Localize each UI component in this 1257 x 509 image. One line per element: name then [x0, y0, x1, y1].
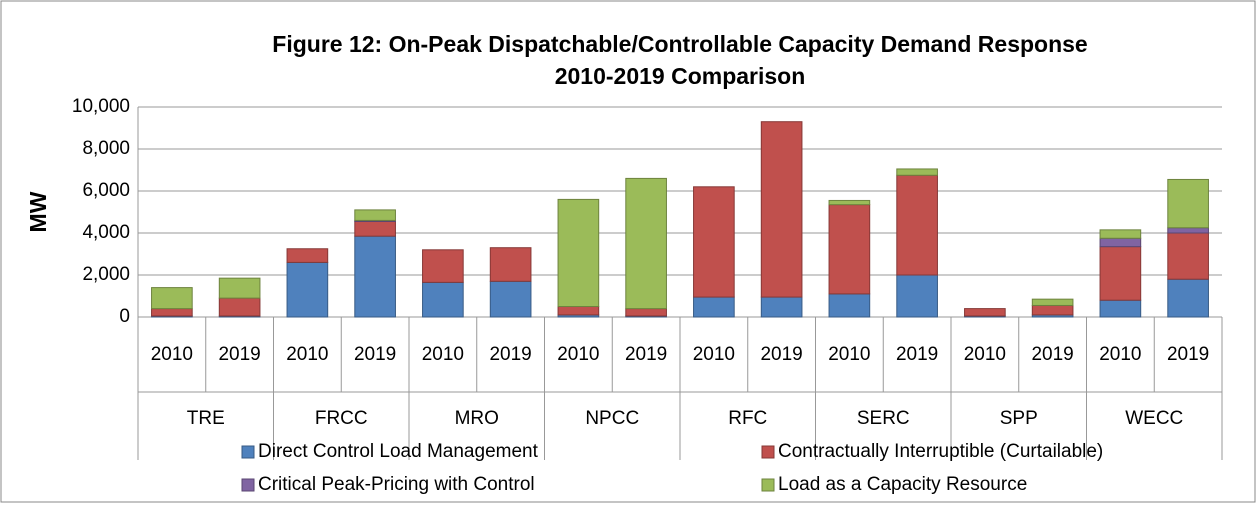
bar-segment	[964, 308, 1006, 317]
x-tick-label: 2019	[489, 344, 531, 365]
bar-segment	[1167, 178, 1209, 229]
bar-segment	[557, 306, 600, 316]
y-tick-label: 6,000	[82, 180, 130, 201]
bar-segment	[286, 248, 329, 263]
bar-segment	[1099, 229, 1142, 239]
group-label: NPCC	[585, 408, 639, 429]
bar-segment	[828, 293, 871, 318]
group-label: TRE	[187, 408, 225, 429]
bar-segment	[354, 209, 396, 221]
legend-swatch	[241, 445, 255, 459]
x-tick-label: 2010	[828, 344, 870, 365]
bar-segment	[354, 235, 396, 318]
x-tick-label: 2019	[625, 344, 667, 365]
bar-segment	[422, 249, 464, 283]
bar-segment	[489, 280, 532, 318]
bar-segment	[828, 199, 871, 206]
legend-swatch	[761, 445, 775, 459]
chart-subtitle: 2010-2019 Comparison	[555, 63, 806, 89]
group-label: SERC	[857, 408, 910, 429]
x-tick-label: 2010	[1099, 344, 1141, 365]
bar-segment	[1167, 232, 1209, 280]
bar-segment	[218, 277, 261, 299]
bar-segment	[693, 296, 735, 318]
bar-segment	[286, 261, 329, 318]
legend-swatch	[761, 478, 775, 492]
x-tick-label: 2010	[286, 344, 328, 365]
bar-segment	[151, 287, 193, 310]
bar-segment	[896, 274, 938, 318]
x-tick-label: 2019	[896, 344, 938, 365]
y-tick-label: 10,000	[72, 96, 130, 117]
y-axis-label: MW	[25, 191, 51, 232]
legend-swatch	[241, 478, 255, 492]
bar-segment	[354, 220, 396, 237]
x-tick-label: 2010	[151, 344, 193, 365]
legend-label: Contractually Interruptible (Curtailable…	[778, 441, 1103, 462]
y-tick-label: 2,000	[82, 264, 130, 285]
group-label: MRO	[455, 408, 499, 429]
chart-title: Figure 12: On-Peak Dispatchable/Controll…	[272, 31, 1087, 57]
bar-segment	[1099, 299, 1142, 318]
y-tick-label: 8,000	[82, 138, 130, 159]
bar-segment	[218, 297, 261, 317]
legend-label: Load as a Capacity Resource	[778, 474, 1027, 495]
group-label: FRCC	[315, 408, 368, 429]
bar-segment	[896, 174, 938, 276]
bar-segment	[896, 168, 938, 176]
bar-segment	[1099, 246, 1142, 301]
group-label: RFC	[728, 408, 767, 429]
bar-segment	[1167, 278, 1209, 318]
bar-segment	[1031, 304, 1074, 316]
bar-segment	[151, 308, 193, 317]
bar-segment	[1099, 237, 1142, 248]
bar-segment	[760, 121, 803, 298]
bar-segment	[693, 186, 735, 298]
bar-segment	[625, 308, 667, 317]
group-label: WECC	[1125, 408, 1183, 429]
legend-label: Direct Control Load Management	[258, 441, 539, 462]
x-tick-label: 2010	[693, 344, 735, 365]
x-tick-label: 2010	[422, 344, 464, 365]
bar-segment	[625, 177, 667, 310]
bar-segment	[1167, 227, 1209, 234]
y-tick-label: 0	[119, 306, 130, 327]
bar-segment	[489, 247, 532, 282]
bar-segment	[828, 204, 871, 295]
x-tick-label: 2010	[964, 344, 1006, 365]
bar-segment	[760, 296, 803, 318]
bar-segment	[422, 281, 464, 318]
x-tick-label: 2019	[1031, 344, 1073, 365]
x-tick-label: 2010	[557, 344, 599, 365]
x-tick-label: 2019	[1167, 344, 1209, 365]
group-label: SPP	[1000, 408, 1038, 429]
x-tick-label: 2019	[354, 344, 396, 365]
bar-segment	[1031, 298, 1074, 306]
legend-label: Critical Peak-Pricing with Control	[258, 474, 535, 495]
x-tick-label: 2019	[218, 344, 260, 365]
bar-segment	[557, 198, 600, 307]
x-tick-label: 2019	[760, 344, 802, 365]
y-tick-label: 4,000	[82, 222, 130, 243]
